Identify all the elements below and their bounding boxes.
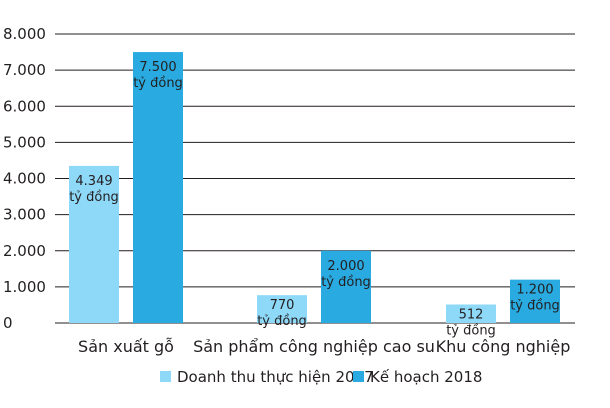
legend-swatch bbox=[353, 371, 364, 382]
bar bbox=[69, 165, 119, 323]
legend-swatch bbox=[160, 371, 171, 382]
y-tick-label: 7.000 bbox=[3, 61, 46, 79]
bar bbox=[321, 250, 371, 323]
y-tick-label: 3.000 bbox=[3, 206, 46, 224]
data-label-value: 4.349 bbox=[75, 174, 112, 189]
bar bbox=[446, 304, 496, 323]
data-label-unit: tỷ đồng bbox=[510, 299, 560, 314]
y-tick-label: 1.000 bbox=[3, 278, 46, 296]
bars bbox=[69, 52, 560, 323]
data-label-unit: tỷ đồng bbox=[257, 314, 307, 329]
x-tick-label: Sản xuất gỗ bbox=[78, 337, 174, 356]
y-tick-label: 8.000 bbox=[3, 25, 46, 43]
data-label-unit: tỷ đồng bbox=[133, 76, 183, 91]
y-tick-label: 0 bbox=[3, 314, 13, 332]
x-tick-label: Sản phẩm công nghiệp cao su bbox=[193, 337, 435, 356]
y-tick-label: 4.000 bbox=[3, 170, 46, 188]
bar bbox=[133, 52, 183, 323]
bar bbox=[510, 279, 560, 323]
data-label-value: 7.500 bbox=[139, 60, 176, 75]
y-tick-label: 5.000 bbox=[3, 133, 46, 151]
x-tick-label: Khu công nghiệp bbox=[436, 337, 571, 356]
data-label-value: 512 bbox=[459, 308, 484, 323]
legend-label: Kế hoạch 2018 bbox=[370, 368, 482, 386]
y-axis-ticks: 0 1.000 2.000 3.000 4.000 5.000 6.000 7.000 8.00… bbox=[3, 25, 46, 332]
x-axis-categories: Sản xuất gỗ Sản phẩm công nghiệp cao su Kh… bbox=[78, 337, 570, 356]
legend-label: Doanh thu thực hiện 2017 bbox=[177, 368, 374, 386]
data-label-value: 1.200 bbox=[516, 283, 553, 298]
y-tick-label: 2.000 bbox=[3, 242, 46, 260]
data-label-unit: tỷ đồng bbox=[446, 324, 496, 339]
data-label-unit: tỷ đồng bbox=[321, 275, 371, 290]
data-label-unit: tỷ đồng bbox=[69, 190, 119, 205]
data-label-value: 770 bbox=[270, 298, 295, 313]
data-label-value: 2.000 bbox=[327, 259, 364, 274]
bar bbox=[257, 295, 307, 323]
y-tick-label: 6.000 bbox=[3, 97, 46, 115]
